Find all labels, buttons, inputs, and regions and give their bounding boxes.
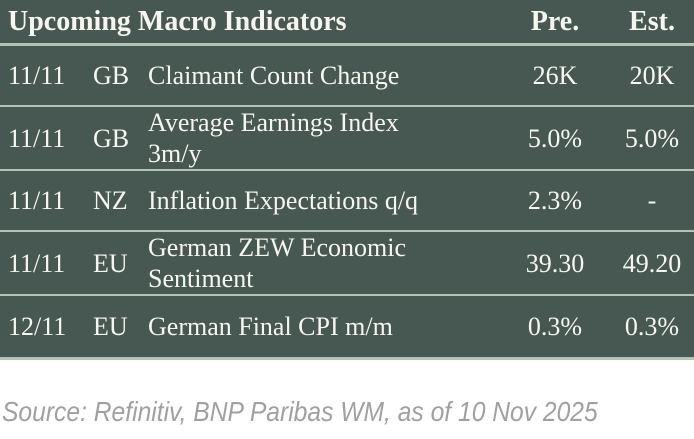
cell-date: 11/11 (8, 248, 66, 278)
table-header-row: Upcoming Macro Indicators Pre. Est. (0, 0, 694, 46)
cell-indicator: Claimant Count Change (148, 61, 400, 90)
cell-date: 12/11 (8, 312, 67, 341)
cell-est: 0.3% (624, 312, 680, 341)
column-header-est: Est. (629, 6, 675, 37)
table-row: 11/11 GB Average Earnings Index 3m/y 5.0% 5.… (0, 107, 694, 171)
cell-pre: 5.0% (527, 123, 583, 153)
cell-date: 11/11 (8, 123, 66, 153)
cell-est: - (647, 186, 657, 215)
cell-date: 11/11 (8, 61, 66, 90)
cell-region: GB (93, 123, 130, 153)
table-row: 11/11 NZ Inflation Expectations q/q 2.3% - (0, 171, 694, 232)
cell-pre: 26K (532, 61, 578, 90)
cell-pre: 0.3% (527, 312, 583, 341)
table-title: Upcoming Macro Indicators (8, 6, 347, 37)
cell-indicator: Inflation Expectations q/q (148, 186, 419, 215)
macro-indicators-table: Upcoming Macro Indicators Pre. Est. 11/1… (0, 0, 694, 360)
cell-region: GB (93, 61, 130, 90)
cell-date: 11/11 (8, 186, 66, 215)
column-header-pre: Pre. (530, 6, 580, 37)
table-row: 11/11 GB Claimant Count Change 26K 20K (0, 46, 694, 107)
cell-est: 20K (629, 61, 675, 90)
cell-region: EU (93, 248, 128, 278)
table-row: 11/11 EU German ZEW Economic Sentiment 39.3… (0, 232, 694, 296)
cell-region: EU (93, 312, 128, 341)
cell-indicator: Average Earnings Index 3m/y (148, 108, 399, 168)
cell-pre: 39.30 (525, 248, 585, 278)
cell-indicator: German ZEW Economic Sentiment (148, 233, 406, 293)
cell-est: 5.0% (624, 123, 680, 153)
cell-est: 49.20 (622, 248, 682, 278)
cell-region: NZ (93, 186, 128, 215)
cell-indicator: German Final CPI m/m (148, 312, 393, 341)
cell-pre: 2.3% (527, 186, 583, 215)
table-body: 11/11 GB Claimant Count Change 26K 20K 11/11 G… (0, 46, 694, 357)
source-note: Source: Refinitiv, BNP Paribas WM, as of… (2, 396, 598, 427)
table-row: 12/11 EU German Final CPI m/m 0.3% 0.3% (0, 296, 694, 357)
